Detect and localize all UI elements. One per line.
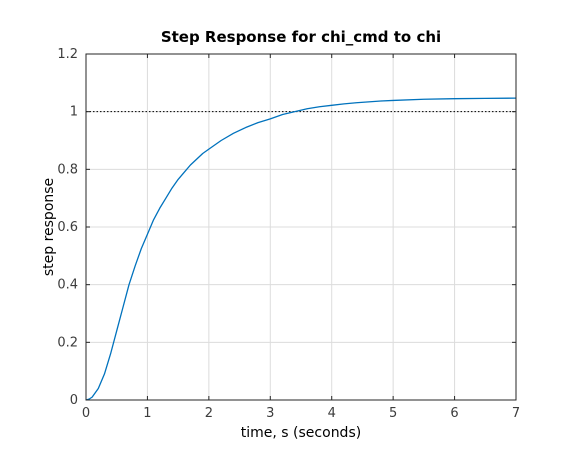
x-tick-label: 7	[512, 406, 520, 421]
x-axis-label: time, s (seconds)	[241, 425, 361, 441]
y-tick-label: 0.4	[57, 278, 78, 293]
x-tick-label: 3	[266, 406, 274, 421]
chart-title: Step Response for chi_cmd to chi	[161, 28, 441, 46]
y-tick-label: 1.2	[57, 47, 78, 62]
x-tick-label: 2	[205, 406, 213, 421]
x-tick-label: 4	[328, 406, 336, 421]
x-tick-label: 1	[143, 406, 151, 421]
x-tick-label: 5	[389, 406, 397, 421]
step-response-line	[85, 97, 517, 401]
y-tick-label: 0.6	[57, 220, 78, 235]
y-axis-label: step response	[41, 178, 57, 276]
y-tick-label: 0.2	[57, 335, 78, 350]
y-tick-label: 1	[70, 105, 78, 120]
x-tick-label: 6	[450, 406, 458, 421]
ticks-layer: 0 1 2 3 4 5 6 7 0 0.2 0.4 0.6 0.8 1 1.2	[57, 47, 520, 421]
y-tick-label: 0.8	[57, 162, 78, 177]
series-layer	[85, 97, 517, 401]
x-tick-label: 0	[82, 406, 90, 421]
y-tick-label: 0	[70, 393, 78, 408]
